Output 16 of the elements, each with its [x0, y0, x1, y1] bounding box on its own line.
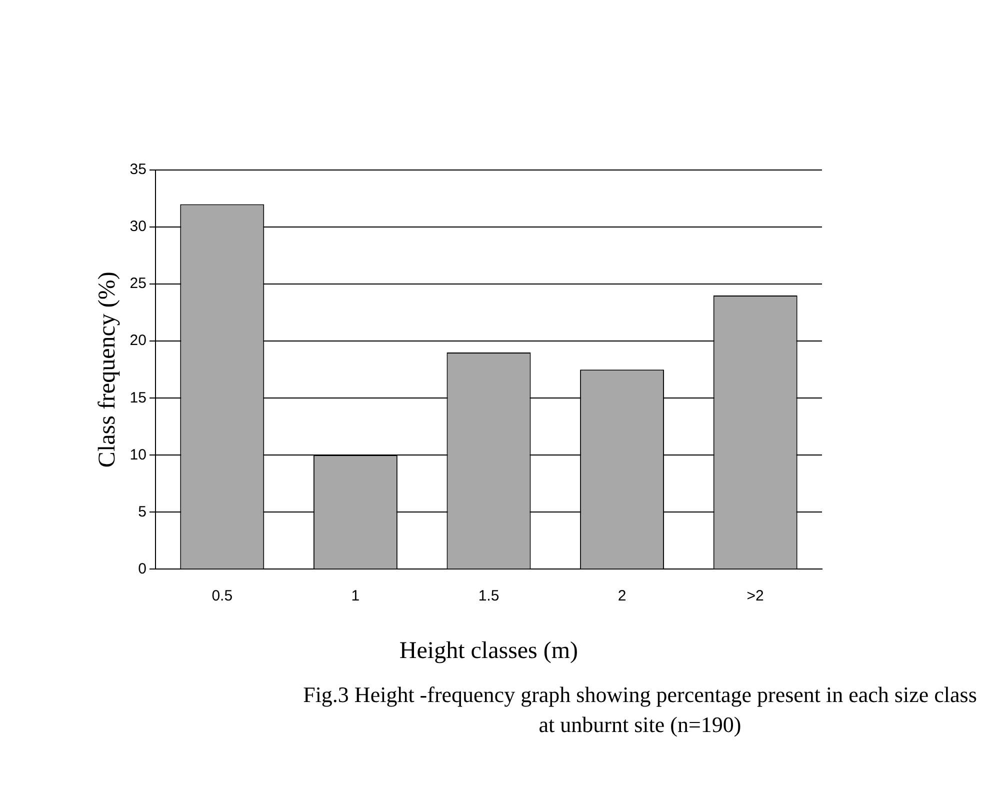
y-axis-title: Class frequency (%) — [94, 272, 121, 468]
x-tick-label: 1.5 — [478, 587, 500, 604]
x-axis-title: Height classes (m) — [399, 638, 578, 664]
y-tick-label: 0 — [138, 560, 146, 578]
x-tick-label: 0.5 — [212, 587, 233, 604]
y-tick-label: 30 — [130, 218, 146, 236]
x-tick-label: 1 — [351, 587, 360, 604]
x-tick-label: 2 — [618, 587, 626, 604]
y-tick-label: 35 — [130, 161, 146, 178]
y-tick-label: 15 — [130, 389, 146, 406]
y-tick-label: 5 — [138, 503, 146, 520]
caption: Fig.3 Height -frequency graph showing percentage present in each size class at unburnt site (n=190) — [302, 681, 978, 739]
y-tick-label: 25 — [130, 275, 146, 292]
y-tick-label: 10 — [130, 446, 146, 464]
x-tick-label: >2 — [746, 587, 764, 604]
y-tick-label: 20 — [130, 332, 146, 350]
